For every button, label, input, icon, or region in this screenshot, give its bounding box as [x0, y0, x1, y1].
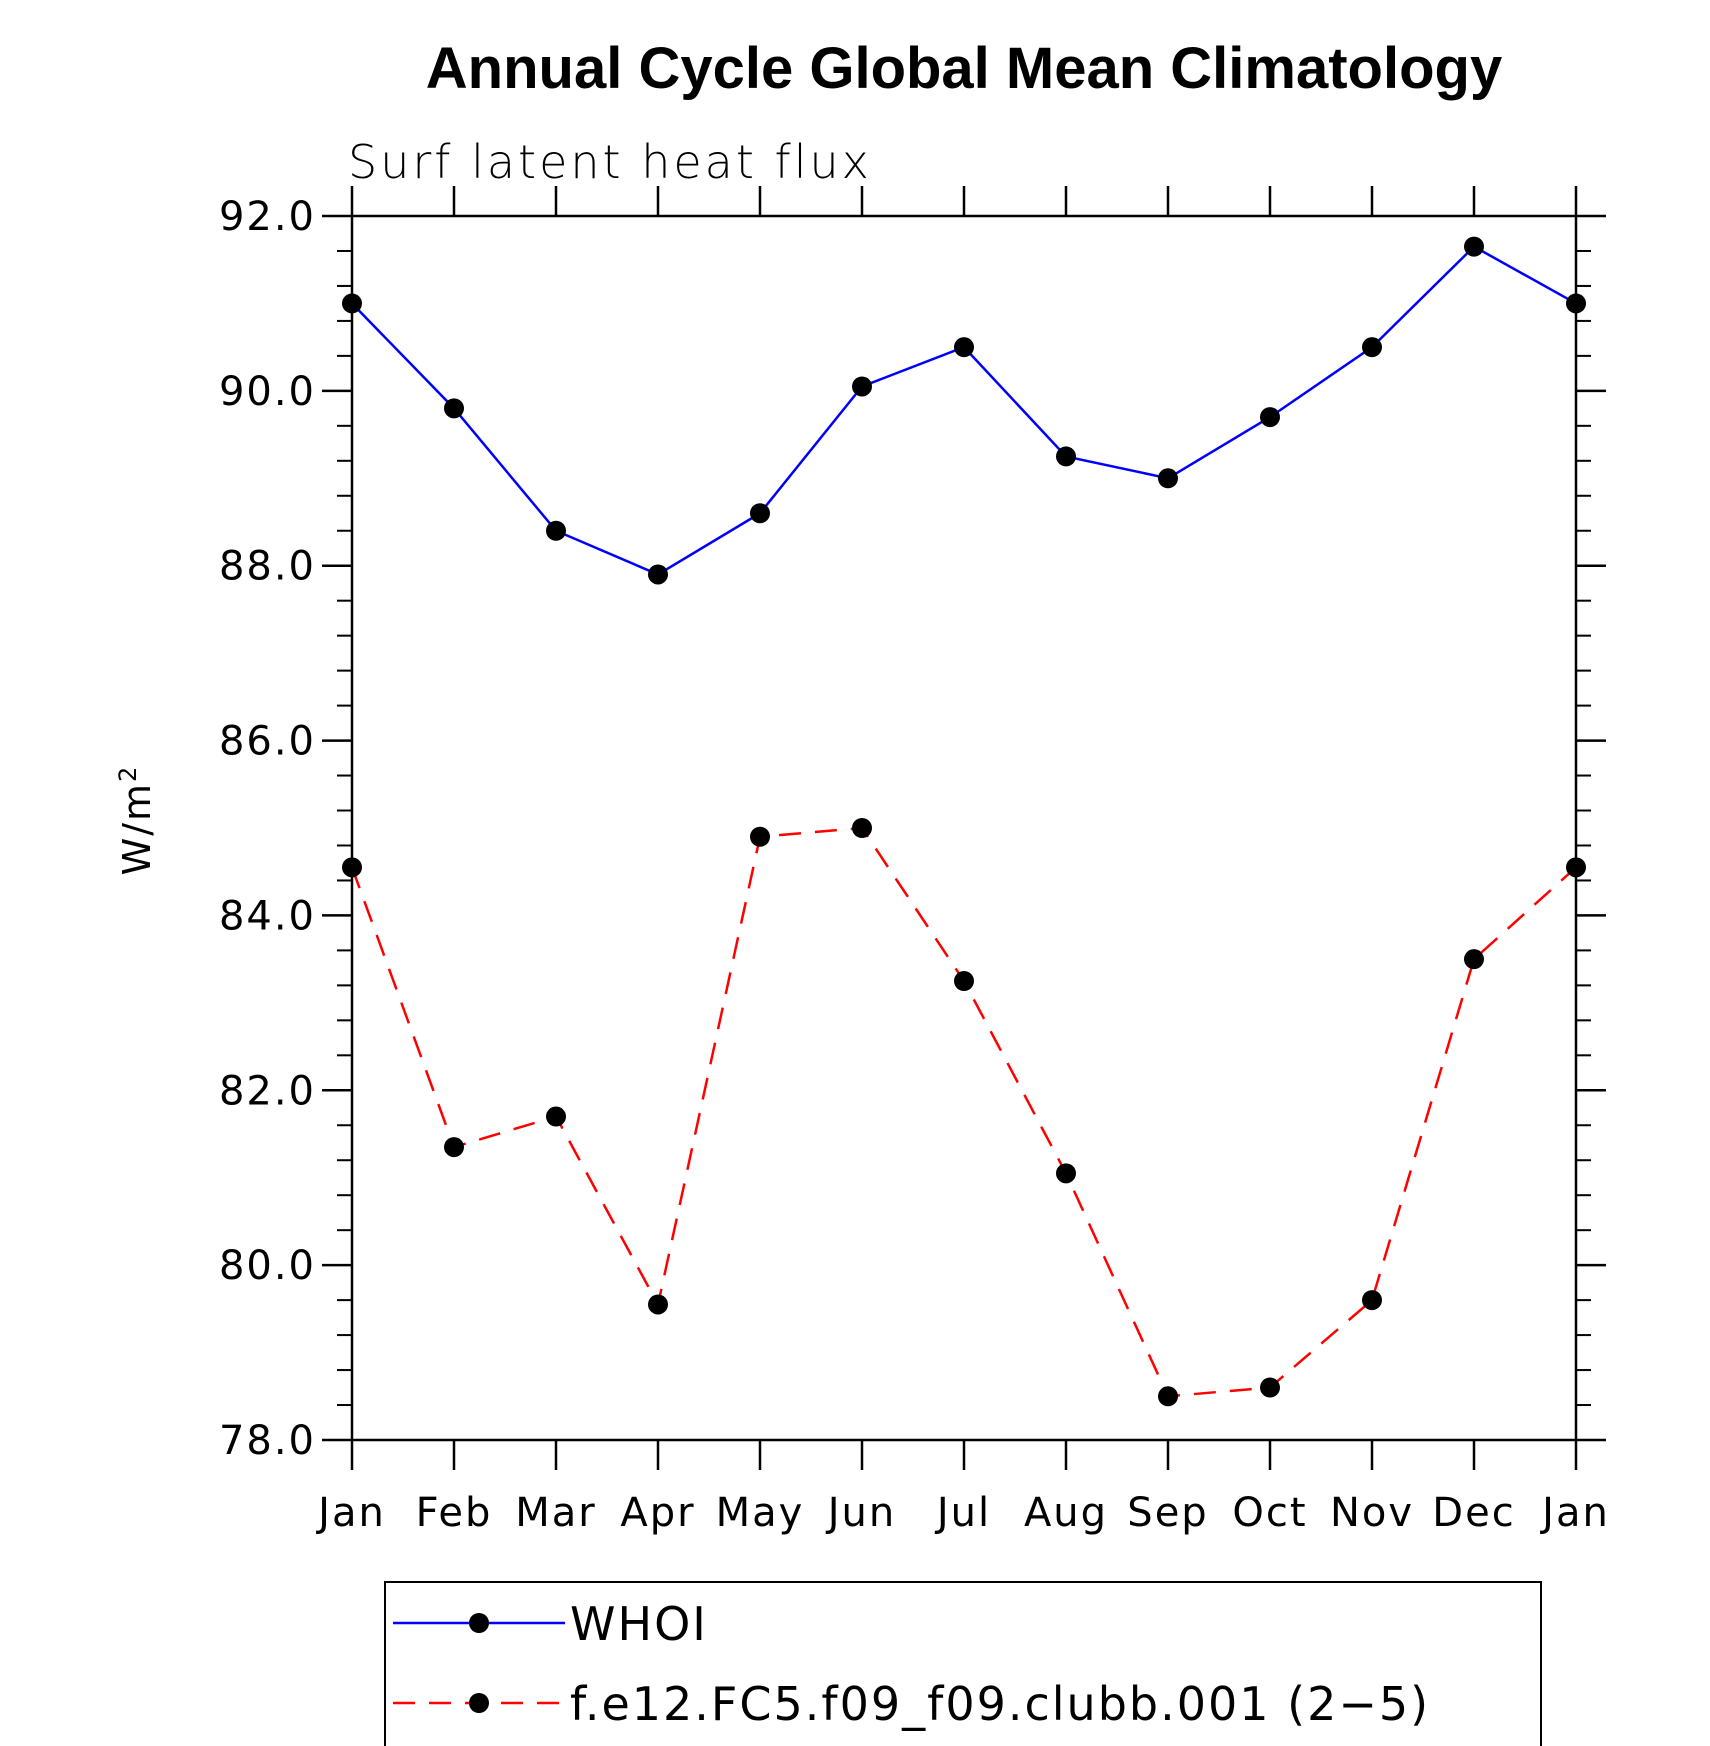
- y-tick-label: 82.0: [219, 1068, 316, 1114]
- data-point: [1056, 446, 1076, 467]
- chart-subtitle: Surf latent heat flux: [348, 135, 872, 189]
- y-tick-label: 80.0: [219, 1243, 316, 1289]
- data-point: [648, 564, 668, 585]
- data-point: [444, 1137, 464, 1158]
- data-point: [852, 818, 872, 838]
- data-point: [1158, 468, 1178, 489]
- y-axis-ticks: 78.0 80.0 82.0 84.0 86.0 88.0 90.0 92.0: [219, 194, 1606, 1464]
- legend: WHOI f.e12.FC5.f09_f09.clubb.001 (2−5): [384, 1581, 1542, 1746]
- y-tick-label: 84.0: [219, 893, 316, 939]
- legend-box: [384, 1581, 1542, 1746]
- x-axis-ticks: Jan Feb Mar Apr May Jun Jul Aug Sep Oct Nov Dec Jan: [315, 186, 1610, 1536]
- data-point: [1158, 1386, 1178, 1407]
- series-line-0: [351, 245, 1577, 576]
- data-point: [546, 520, 566, 541]
- data-point: [648, 1294, 668, 1315]
- data-point: [750, 826, 770, 847]
- x-tick-label: Dec: [1432, 1490, 1515, 1536]
- x-tick-label: Jan: [315, 1490, 386, 1536]
- legend-entry-label: WHOI: [570, 1597, 708, 1651]
- data-point: [954, 337, 974, 358]
- data-point: [1464, 949, 1484, 970]
- data-point: [1566, 293, 1586, 314]
- data-point: [1260, 1377, 1280, 1398]
- plot-frame: [350, 214, 1578, 1442]
- series-layer: [342, 236, 1586, 1407]
- data-point: [1362, 337, 1382, 358]
- chart-title: Annual Cycle Global Mean Climatology: [426, 36, 1502, 101]
- legend-entry-label: f.e12.FC5.f09_f09.clubb.001 (2−5): [570, 1677, 1430, 1731]
- y-tick-label: 90.0: [219, 369, 316, 415]
- x-tick-label: Sep: [1127, 1490, 1208, 1536]
- data-point: [954, 971, 974, 991]
- y-tick-label: 78.0: [219, 1418, 316, 1464]
- x-tick-label: Jun: [825, 1490, 897, 1536]
- plot-axes: [350, 214, 1578, 1442]
- x-tick-label: Aug: [1024, 1490, 1108, 1536]
- x-tick-label: Mar: [515, 1490, 596, 1536]
- data-point: [852, 376, 872, 397]
- data-point: [546, 1106, 566, 1127]
- data-point: [1260, 407, 1280, 428]
- data-point: [750, 503, 770, 524]
- x-tick-label: May: [716, 1490, 805, 1536]
- data-point: [444, 398, 464, 419]
- data-point: [1056, 1163, 1076, 1184]
- data-point: [1362, 1290, 1382, 1311]
- x-tick-label: Feb: [416, 1490, 493, 1536]
- y-axis-label: W/m2: [114, 765, 159, 876]
- x-tick-label: Nov: [1330, 1490, 1414, 1536]
- data-point: [1464, 236, 1484, 257]
- legend-swatch-marker: [469, 1613, 489, 1633]
- x-tick-label: Jan: [1539, 1490, 1610, 1536]
- x-tick-label: Jul: [934, 1490, 991, 1536]
- series-line-1: [350, 826, 1577, 1398]
- x-tick-label: Oct: [1232, 1490, 1307, 1536]
- y-tick-label: 92.0: [219, 194, 316, 240]
- x-tick-label: Apr: [620, 1490, 695, 1536]
- data-point: [342, 293, 362, 314]
- legend-swatch-marker: [469, 1693, 489, 1713]
- y-tick-label: 86.0: [219, 719, 316, 765]
- data-point: [1566, 857, 1586, 878]
- y-tick-label: 88.0: [219, 544, 316, 590]
- data-point: [342, 857, 362, 878]
